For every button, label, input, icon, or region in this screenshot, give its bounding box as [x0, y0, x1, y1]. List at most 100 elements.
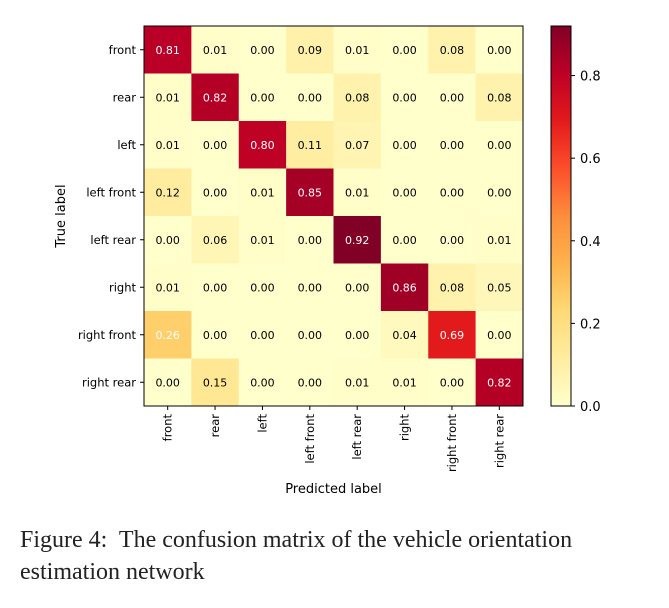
cell-value-label: 0.00 — [487, 44, 512, 57]
heatmap-cell — [238, 121, 287, 169]
cell-value-label: 0.00 — [203, 281, 228, 294]
x-tick-label: right rear — [492, 414, 506, 468]
colorbar-tick-label: 0.2 — [580, 317, 601, 332]
cell-value-label: 0.00 — [250, 44, 275, 57]
heatmap-cell — [475, 263, 524, 312]
cell-value-label: 0.01 — [250, 186, 275, 199]
cell-value-label: 0.00 — [392, 139, 417, 152]
heatmap-cell — [144, 216, 192, 264]
cell-value-label: 0.80 — [250, 139, 275, 152]
x-tick-label: left front — [303, 414, 317, 464]
heatmap-cell — [428, 311, 476, 359]
cell-value-label: 0.01 — [345, 186, 370, 199]
cell-value-label: 0.09 — [298, 44, 323, 57]
y-axis-label: True label — [54, 184, 69, 248]
cell-value-label: 0.15 — [203, 376, 228, 389]
heatmap-cell — [191, 121, 240, 169]
heatmap-cell — [380, 73, 429, 122]
cell-value-label: 0.00 — [392, 234, 417, 247]
heatmap-cell — [380, 121, 429, 169]
x-tick-label: left — [255, 414, 269, 433]
cell-value-label: 0.00 — [345, 281, 370, 294]
heatmap-cell — [286, 311, 334, 359]
colorbar-tick-label: 0.8 — [580, 70, 601, 85]
heatmap-cell — [286, 121, 334, 169]
cell-value-label: 0.00 — [345, 329, 370, 342]
x-tick-label: left rear — [350, 414, 364, 460]
heatmap-cell — [238, 168, 287, 217]
heatmap-cell — [475, 311, 524, 359]
cell-value-label: 0.08 — [440, 281, 465, 294]
heatmap-cell — [380, 168, 429, 217]
heatmap-cells — [144, 26, 524, 407]
heatmap-cell — [286, 168, 334, 217]
y-tick-label: rear — [113, 90, 137, 104]
cell-value-label: 0.01 — [345, 44, 370, 57]
heatmap-cell — [428, 73, 476, 122]
cell-value-label: 0.08 — [487, 91, 512, 104]
heatmap-cell — [238, 358, 287, 407]
cell-value-label: 0.69 — [440, 329, 465, 342]
cell-value-label: 0.00 — [155, 376, 180, 389]
cell-value-label: 0.00 — [298, 281, 323, 294]
heatmap-cell — [286, 216, 334, 264]
caption-text: The confusion matrix of the vehicle orie… — [20, 527, 579, 585]
y-tick-label: right — [109, 280, 137, 294]
heatmap-cell — [475, 73, 524, 122]
cell-value-label: 0.01 — [250, 234, 275, 247]
cell-value-label: 0.00 — [203, 329, 228, 342]
heatmap-cell — [380, 358, 429, 407]
cell-value-label: 0.01 — [487, 234, 512, 247]
cell-value-label: 0.00 — [203, 186, 228, 199]
heatmap-cell — [286, 263, 334, 312]
y-tick-label: right rear — [82, 375, 136, 389]
cell-value-label: 0.00 — [250, 376, 275, 389]
colorbar-tick-label: 0.6 — [580, 152, 601, 167]
x-tick-label: right — [398, 414, 412, 442]
heatmap-cell — [333, 311, 382, 359]
cell-value-label: 0.04 — [392, 329, 417, 342]
heatmap-cell — [333, 263, 382, 312]
heatmap-cell — [144, 121, 192, 169]
heatmap-cell — [333, 73, 382, 122]
heatmap-cell — [286, 26, 334, 74]
heatmap-cell — [144, 26, 192, 74]
cell-value-label: 0.01 — [155, 281, 180, 294]
cell-value-label: 0.00 — [298, 376, 323, 389]
y-tick-label: front — [109, 43, 137, 57]
cell-value-label: 0.00 — [392, 44, 417, 57]
heatmap-cell — [238, 73, 287, 122]
heatmap-cell — [475, 26, 524, 74]
confusion-matrix-figure: 0.81 0.01 0.00 0.09 0.01 0.00 0.08 0.00 0.01 0.82… — [54, 25, 601, 497]
heatmap-cell — [475, 121, 524, 169]
heatmap-cell — [191, 263, 240, 312]
cell-value-label: 0.00 — [440, 91, 465, 104]
heatmap-cell — [475, 168, 524, 217]
cell-value-label: 0.92 — [345, 234, 370, 247]
colorbar-tick-label: 0.4 — [580, 235, 601, 250]
cell-value-label: 0.06 — [203, 234, 228, 247]
heatmap-cell — [475, 216, 524, 264]
heatmap-cell — [191, 216, 240, 264]
figure-caption: Figure 4: The confusion matrix of the ve… — [20, 524, 650, 588]
heatmap-cell — [475, 358, 524, 407]
heatmap-cell — [333, 358, 382, 407]
cell-value-label: 0.00 — [250, 329, 275, 342]
cell-value-label: 0.00 — [487, 139, 512, 152]
cell-value-label: 0.01 — [392, 376, 417, 389]
heatmap-cell — [333, 168, 382, 217]
heatmap-cell — [191, 26, 240, 74]
cell-value-label: 0.81 — [155, 44, 180, 57]
heatmap-cell — [380, 26, 429, 74]
heatmap-cell — [333, 26, 382, 74]
cell-value-label: 0.00 — [487, 186, 512, 199]
heatmap-cell — [144, 168, 192, 217]
heatmap-cell — [144, 311, 192, 359]
cell-value-label: 0.00 — [298, 91, 323, 104]
heatmap-cell — [144, 358, 192, 407]
heatmap-cell — [428, 358, 476, 407]
heatmap-cell — [238, 26, 287, 74]
cell-value-label: 0.00 — [487, 329, 512, 342]
cell-value-label: 0.08 — [440, 44, 465, 57]
cell-value-label: 0.00 — [440, 139, 465, 152]
